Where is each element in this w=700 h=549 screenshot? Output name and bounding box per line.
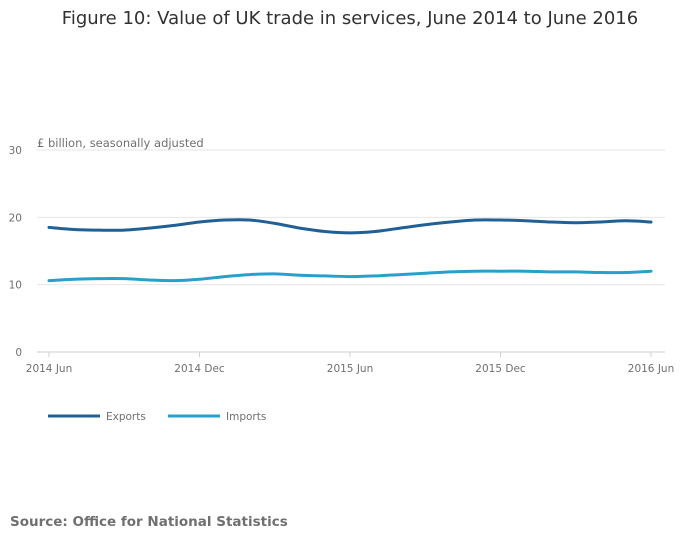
series-line-exports [47,218,653,235]
y-tick-label: 10 [9,280,22,292]
line-chart: 0 10 20 30 2014 Jun 2014 Dec 2015 Jun 2015 Dec 2… [9,145,675,423]
y-tick-label: 30 [9,145,22,157]
y-tick-label: 20 [9,212,22,224]
y-tick-label: 0 [15,347,22,359]
legend-label-exports: Exports [106,411,146,423]
source-note: Source: Office for National Statistics [10,514,288,530]
legend-label-imports: Imports [226,411,266,423]
x-tick-label: 2014 Jun [26,363,72,375]
x-tick-label: 2015 Dec [475,363,526,375]
y-axis-label: £ billion, seasonally adjusted [37,136,204,150]
x-tick-label: 2014 Dec [174,363,225,375]
x-tick-label: 2015 Jun [327,363,373,375]
series-line-imports [47,269,653,283]
chart-title: Figure 10: Value of UK trade in services… [61,8,639,29]
x-tick-label: 2016 Jun [628,363,674,375]
